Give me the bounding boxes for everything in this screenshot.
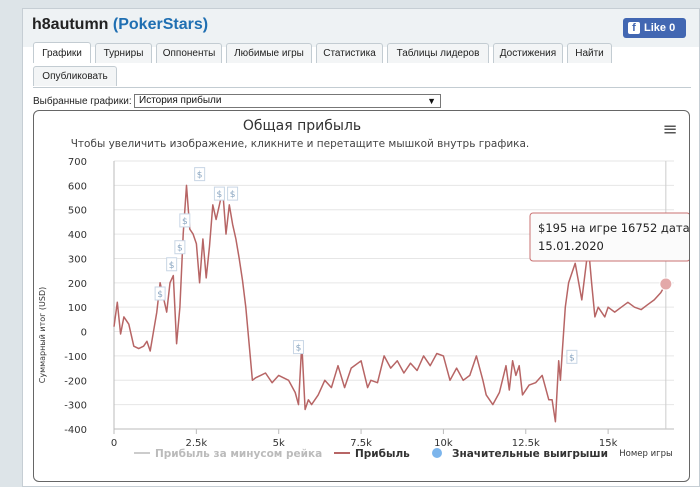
tab-tournaments[interactable]: Турниры <box>95 43 152 63</box>
like-label: Like 0 <box>644 22 676 34</box>
tooltip-line-1: $195 на игре 16752 дата <box>538 221 690 235</box>
y-tick-label: 500 <box>68 206 87 217</box>
legend-profit-minus-rake[interactable]: Прибыль за минусом рейка <box>134 448 322 460</box>
big-win-marker-box <box>566 349 578 364</box>
y-tick-label: 0 <box>81 328 87 339</box>
chevron-down-icon: ▼ <box>427 96 436 106</box>
big-win-marker-box <box>174 240 186 255</box>
tab-favorite-games[interactable]: Любимые игры <box>226 43 312 63</box>
legend-label: Значительные выигрыши <box>452 448 608 460</box>
dollar-icon: $ <box>177 244 183 254</box>
big-win-marker[interactable]: $ <box>166 257 178 272</box>
y-axis-label: Суммарный итог (USD) <box>38 287 47 384</box>
x-tick-label: 5k <box>273 438 285 449</box>
dollar-icon: $ <box>230 190 236 200</box>
big-win-marker[interactable]: $ <box>179 213 191 228</box>
big-win-marker-box <box>194 167 206 182</box>
tab-opponents[interactable]: Оппоненты <box>156 43 222 63</box>
dollar-icon: $ <box>169 261 175 271</box>
big-win-marker[interactable]: $ <box>194 167 206 182</box>
big-win-marker-box <box>292 340 304 355</box>
legend-label: Прибыль <box>355 448 410 460</box>
big-win-marker[interactable]: $ <box>227 186 239 201</box>
big-win-marker-box <box>179 213 191 228</box>
y-tick-label: 100 <box>68 303 87 314</box>
legend-big-wins[interactable]: Значительные выигрыши <box>432 448 608 460</box>
page-title: h8autumn (PokerStars) <box>32 16 208 34</box>
tab-statistics[interactable]: Статистика <box>316 43 383 63</box>
chart-select-value: История прибыли <box>139 95 222 106</box>
x-tick-label: 10k <box>434 438 453 449</box>
chart-tooltip <box>529 212 689 262</box>
x-tick-label: 15k <box>599 438 618 449</box>
chart-canvas[interactable]: Общая прибыль Чтобы увеличить изображени… <box>34 111 690 482</box>
tab-achievements[interactable]: Достижения <box>493 43 563 63</box>
x-axis-label: Номер игры <box>619 449 672 459</box>
chart-select-label: Выбранные графики: <box>33 96 132 107</box>
tab-leaderboards[interactable]: Таблицы лидеров <box>387 43 489 63</box>
chart-menu-icon[interactable]: ≡ <box>662 119 677 140</box>
big-win-marker[interactable]: $ <box>292 340 304 355</box>
y-tick-label: -200 <box>64 376 87 387</box>
profit-chart[interactable]: Общая прибыль Чтобы увеличить изображени… <box>33 110 690 482</box>
player-name: h8autumn <box>32 16 109 33</box>
profile-header: h8autumn (PokerStars) f Like 0 <box>23 9 699 47</box>
legend-symbol <box>432 448 442 458</box>
tooltip-line-2: 15.01.2020 <box>538 239 604 253</box>
dollar-icon: $ <box>197 171 203 181</box>
x-tick-label: 2.5k <box>186 438 208 449</box>
x-tick-label: 12.5k <box>512 438 540 449</box>
legend-profit[interactable]: Прибыль <box>334 448 410 460</box>
y-tick-label: 700 <box>68 157 87 168</box>
chart-title: Общая прибыль <box>243 118 361 134</box>
big-win-marker-box <box>213 186 225 201</box>
facebook-icon: f <box>628 22 640 34</box>
dollar-icon: $ <box>296 344 302 354</box>
y-tick-label: -400 <box>64 425 87 436</box>
big-win-marker-box <box>166 257 178 272</box>
y-tick-label: 400 <box>68 230 87 241</box>
tab-publish[interactable]: Опубликовать <box>33 66 117 86</box>
facebook-like-button[interactable]: f Like 0 <box>623 18 686 38</box>
y-tick-label: 200 <box>68 279 87 290</box>
tab-divider <box>33 87 691 88</box>
y-tick-label: -300 <box>64 401 87 412</box>
big-win-marker[interactable]: $ <box>174 240 186 255</box>
tab-search[interactable]: Найти <box>567 43 612 63</box>
dollar-icon: $ <box>182 217 188 227</box>
site-link[interactable]: (PokerStars) <box>112 16 209 33</box>
x-tick-label: 7.5k <box>350 438 372 449</box>
y-tick-label: 300 <box>68 254 87 265</box>
y-tick-label: 600 <box>68 181 87 192</box>
chart-select[interactable]: История прибыли ▼ <box>134 94 441 108</box>
dollar-icon: $ <box>569 353 575 363</box>
big-win-marker[interactable]: $ <box>154 286 166 301</box>
tab-charts[interactable]: Графики <box>33 42 91 63</box>
big-win-marker-box <box>154 286 166 301</box>
big-win-marker[interactable]: $ <box>213 186 225 201</box>
profile-panel: h8autumn (PokerStars) f Like 0 Графики Т… <box>22 8 700 487</box>
dollar-icon: $ <box>217 190 223 200</box>
dollar-icon: $ <box>157 290 163 300</box>
big-win-marker[interactable]: $ <box>566 349 578 364</box>
chart-subtitle: Чтобы увеличить изображение, кликните и … <box>71 138 530 150</box>
x-tick-label: 0 <box>111 438 117 449</box>
big-win-marker-box <box>227 186 239 201</box>
legend-label: Прибыль за минусом рейка <box>155 448 322 460</box>
y-tick-label: -100 <box>64 352 87 363</box>
hover-point <box>659 277 673 291</box>
